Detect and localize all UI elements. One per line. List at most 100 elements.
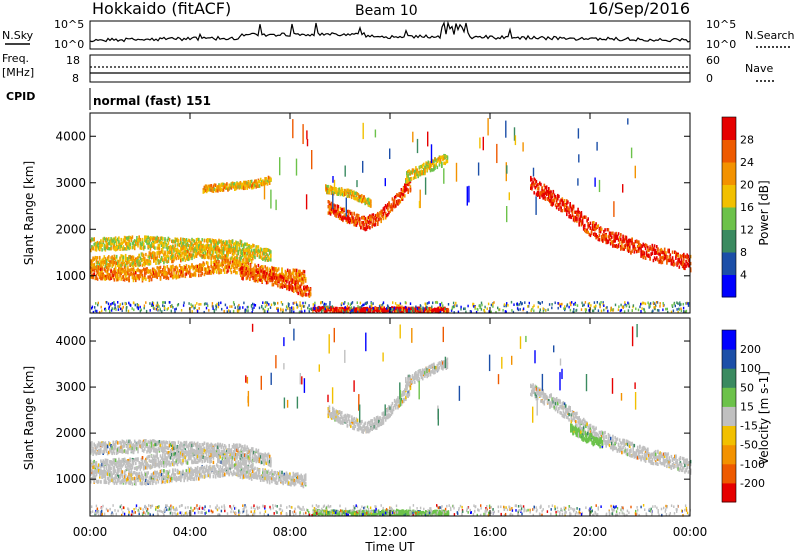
echo-cell	[90, 266, 92, 270]
echo-cell	[119, 307, 122, 311]
echo-cell	[427, 164, 430, 168]
echo-cell	[159, 236, 162, 240]
echo-cell	[209, 239, 211, 243]
echo-cell	[640, 244, 642, 248]
echo-cell	[184, 265, 187, 270]
echo-cell	[217, 241, 219, 245]
echo-cell	[121, 309, 123, 312]
echo-cell	[174, 248, 176, 252]
echo-cell	[105, 242, 108, 246]
echo-cell	[401, 195, 404, 200]
echo-cell	[148, 259, 151, 263]
echo-cell	[617, 232, 620, 236]
freq-tick-bottom: 8	[72, 72, 79, 85]
echo-cell	[407, 182, 409, 187]
echo-cell	[262, 275, 265, 279]
echo-cell	[298, 284, 301, 288]
echo-cell	[432, 159, 434, 163]
echo-cell	[103, 274, 106, 278]
echo-cell	[683, 258, 685, 262]
echo-cell	[241, 259, 244, 264]
echo-cell	[432, 168, 434, 172]
echo-cell	[175, 276, 178, 280]
echo-cell	[365, 219, 368, 223]
echo-cell	[676, 308, 678, 311]
echo-cell	[590, 231, 593, 235]
echo-cell	[146, 261, 148, 265]
nsearch-label: N.Search	[745, 29, 795, 42]
echo-cell	[191, 242, 193, 246]
echo-cell	[585, 310, 587, 314]
echo-cell	[165, 259, 167, 263]
echo-cell	[185, 256, 188, 261]
echo-cell	[539, 195, 541, 199]
echo-cell	[423, 168, 425, 172]
echo-cell	[218, 248, 220, 252]
echo-cell	[131, 255, 134, 259]
echo-cell	[117, 245, 119, 249]
echo-cell	[633, 242, 636, 246]
echo-cell	[551, 195, 553, 199]
echo-cell	[576, 217, 578, 222]
echo-cell	[533, 191, 535, 195]
echo-cell	[369, 219, 371, 223]
echo-cell	[486, 307, 488, 310]
echo-cell	[250, 271, 252, 275]
echo-cell	[357, 310, 359, 313]
echo-cell	[240, 251, 243, 256]
echo-cell	[656, 251, 658, 255]
echo-cell	[345, 191, 347, 195]
echo-cell	[126, 277, 128, 281]
echo-cell	[171, 270, 173, 274]
echo-cell	[126, 256, 128, 261]
echo-cell	[607, 309, 609, 313]
echo-cell	[339, 214, 342, 218]
echo-cell	[390, 207, 393, 212]
echo-cell	[263, 249, 265, 253]
echo-cell	[278, 276, 280, 280]
echo-cell	[272, 273, 275, 277]
echo-cell	[680, 309, 683, 312]
echo-cell	[205, 246, 208, 251]
echo-cell	[151, 254, 154, 258]
echo-cell	[287, 277, 289, 281]
echo-cell	[262, 273, 265, 277]
echo-cell	[270, 278, 272, 282]
echo-cell	[127, 241, 129, 246]
echo-cell	[269, 278, 271, 283]
echo-cell	[164, 272, 166, 276]
echo-cell	[136, 238, 138, 243]
echo-cell	[537, 183, 540, 187]
echo-cell	[294, 272, 297, 276]
echo-cell	[599, 230, 602, 234]
echo-cell	[555, 205, 558, 209]
echo-cell	[229, 310, 231, 313]
echo-cell	[666, 258, 668, 263]
echo-cell	[537, 186, 540, 191]
echo-cell	[323, 307, 326, 312]
echo-cell	[246, 249, 248, 253]
echo-cell	[204, 251, 207, 255]
echo-cell	[167, 257, 170, 261]
echo-cell	[184, 246, 187, 251]
echo-cell	[145, 261, 147, 266]
echo-cell	[402, 193, 405, 197]
echo-cell	[228, 186, 230, 190]
echo-cell	[201, 245, 203, 249]
echo-cell	[531, 186, 533, 190]
echo-cell	[668, 255, 670, 259]
echo-cell	[196, 268, 199, 273]
echo-cell	[219, 250, 221, 254]
echo-cell	[150, 254, 153, 258]
echo-cell	[189, 256, 191, 261]
echo-cell	[548, 187, 550, 191]
echo-cell	[277, 284, 279, 288]
echo-cell	[534, 180, 537, 184]
echo-cell	[628, 302, 630, 306]
echo-cell	[624, 303, 626, 306]
echo-cell	[292, 280, 295, 285]
echo-cell	[280, 278, 283, 282]
echo-cell	[99, 262, 101, 267]
echo-cell	[337, 192, 339, 196]
echo-cell	[285, 276, 287, 280]
